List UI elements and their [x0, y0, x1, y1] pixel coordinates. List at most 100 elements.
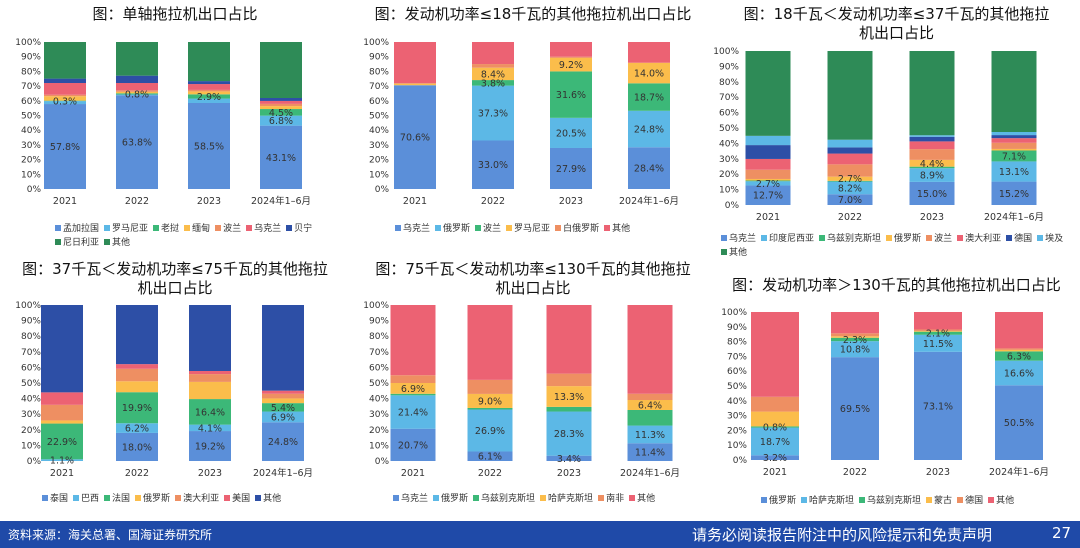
- bar-segment: [745, 158, 791, 170]
- data-label: 50.5%: [1004, 418, 1034, 429]
- y-tick-label: 0%: [375, 457, 390, 467]
- legend-swatch: [393, 495, 399, 501]
- data-label: 11.3%: [635, 430, 665, 441]
- y-tick-label: 50%: [21, 112, 41, 122]
- bar-segment: [116, 423, 158, 433]
- source-note: 资料来源：海关总署、国海证券研究所: [8, 528, 213, 542]
- legend-label: 巴西: [81, 494, 100, 504]
- bar-segment: [546, 455, 592, 461]
- legend-item: 其他: [988, 494, 1014, 508]
- data-label: 11.4%: [635, 448, 665, 459]
- bar-segment: [44, 104, 86, 189]
- bar-segment: [827, 51, 873, 140]
- data-label: 14.0%: [634, 69, 664, 80]
- legend-swatch: [540, 495, 547, 501]
- legend-item: 尼日利亚: [55, 236, 99, 250]
- legend-label: 其他: [996, 496, 1015, 506]
- legend-label: 俄罗斯: [894, 234, 922, 244]
- legend-item: 白俄罗斯: [555, 222, 599, 236]
- data-label: 69.5%: [840, 404, 870, 415]
- legend-swatch: [506, 225, 513, 231]
- bar-segment: [909, 181, 955, 205]
- bar-segment: [394, 83, 436, 84]
- chart-title: 图：发动机功率＞130千瓦的其他拖拉机出口占比: [732, 276, 1061, 294]
- y-tick-label: 20%: [369, 156, 389, 166]
- x-tick-label: 2023: [557, 468, 581, 479]
- data-label: 18.7%: [760, 437, 790, 448]
- data-label: 43.1%: [266, 153, 296, 164]
- legend-label: 德国: [1014, 234, 1033, 244]
- bar-segment: [262, 393, 304, 399]
- bar-segment: [44, 101, 86, 105]
- data-label: 1.1%: [50, 456, 74, 467]
- bar-segment: [116, 75, 158, 84]
- bar-segment: [390, 305, 436, 376]
- bar-segment: [472, 67, 514, 81]
- y-tick-label: 100%: [721, 308, 747, 318]
- bar-segment: [41, 392, 83, 405]
- bar-segment: [914, 329, 962, 331]
- bar-segment: [189, 424, 231, 432]
- bar-segment: [550, 147, 592, 189]
- y-tick-label: 90%: [369, 53, 389, 63]
- y-tick-label: 80%: [719, 78, 739, 88]
- bar-segment: [116, 364, 158, 369]
- data-label: 4.5%: [269, 108, 293, 119]
- bar-segment: [827, 153, 873, 165]
- legend-label: 蒙古: [934, 496, 953, 506]
- legend-swatch: [957, 497, 964, 503]
- data-label: 2.1%: [926, 329, 950, 340]
- x-tick-label: 2022: [843, 467, 867, 478]
- bar-segment: [116, 381, 158, 393]
- y-tick-label: 60%: [727, 367, 747, 377]
- legend-label: 其他: [263, 494, 282, 504]
- y-tick-label: 0%: [733, 456, 748, 466]
- bar-segment: [745, 185, 791, 205]
- x-tick-label: 2021: [401, 468, 425, 479]
- legend-swatch: [104, 225, 111, 231]
- x-tick-label: 2024年1–6月: [620, 467, 680, 479]
- bar-segment: [394, 83, 436, 86]
- bar-segment: [831, 357, 879, 460]
- chart-svg: 0% 10% 20% 30% 40% 50% 60% 70% 80% 90% 100% 70.6% 20…: [363, 38, 679, 207]
- data-label: 11.5%: [923, 339, 953, 350]
- legend-label: 乌兹别克斯坦: [481, 494, 536, 504]
- bar-segment: [751, 411, 799, 427]
- bar-segment: [827, 181, 873, 195]
- legend-swatch: [433, 495, 440, 501]
- x-tick-label: 2024年1–6月: [984, 211, 1044, 223]
- bar-segment: [827, 164, 873, 177]
- legend-label: 乌克兰: [729, 234, 757, 244]
- bar-segment: [394, 42, 436, 84]
- bar-segment: [831, 336, 879, 338]
- legend-item: 南非: [598, 492, 624, 506]
- legend-swatch: [435, 225, 442, 231]
- bar-segment: [991, 148, 1037, 151]
- data-label: 28.4%: [634, 164, 664, 175]
- bar-segment: [550, 117, 592, 148]
- data-label: 13.3%: [554, 392, 584, 403]
- bar-segment: [44, 96, 86, 101]
- bar-segment: [914, 331, 962, 335]
- bar-segment: [827, 194, 873, 205]
- chart-panel-le18kw: 图：发动机功率≤18千瓦的其他拖拉机出口占比 0% 10% 20% 30% 40% 50%…: [353, 0, 713, 262]
- y-tick-label: 90%: [21, 317, 41, 327]
- bar-segment: [751, 312, 799, 397]
- chart-panel-18-37kw: 图：18千瓦＜发动机功率≤37千瓦的其他拖拉 机出口占比 0% 10% 20% 30%…: [713, 0, 1080, 262]
- disclaimer: 请务必阅读报告附注中的风险提示和免责声明: [692, 526, 993, 544]
- data-label: 20.5%: [556, 128, 586, 139]
- bar-segment: [628, 110, 670, 148]
- bar-segment: [116, 93, 158, 95]
- bar-segment: [262, 403, 304, 412]
- legend-swatch: [55, 225, 61, 231]
- data-label: 16.6%: [1004, 368, 1034, 379]
- bar-segment: [472, 64, 514, 68]
- chart-legend: 孟加拉国 罗马尼亚 老挝 缅甸 波兰 乌克兰 贝宁尼日利亚 其他: [55, 222, 345, 250]
- bar-segment: [991, 161, 1037, 182]
- legend-item: 巴西: [73, 492, 99, 506]
- bar-segment: [909, 135, 955, 137]
- data-label: 24.8%: [268, 437, 298, 448]
- bar-segment: [627, 443, 673, 461]
- chart-title: 图：发动机功率≤18千瓦的其他拖拉机出口占比: [374, 5, 692, 23]
- bar-segment: [260, 125, 302, 189]
